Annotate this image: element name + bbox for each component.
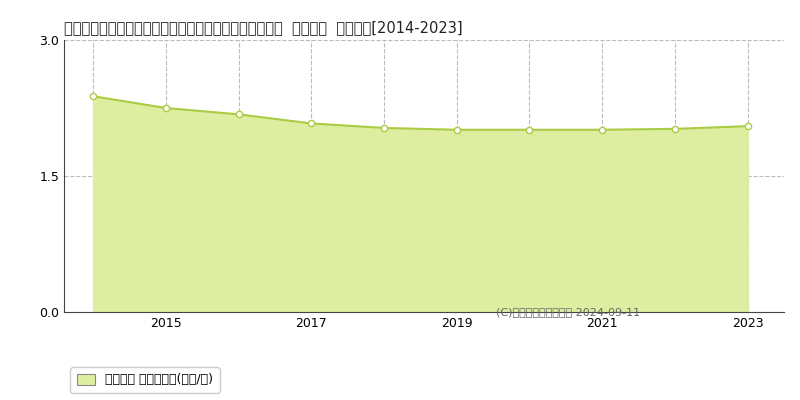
Text: 鹿児島県大島郡喜界町大字赤連字出金久２８４６番２内  地価公示  地価推移[2014-2023]: 鹿児島県大島郡喜界町大字赤連字出金久２８４６番２内 地価公示 地価推移[2014… [64, 20, 462, 35]
Text: (C)土地価格ドットコム 2024-09-11: (C)土地価格ドットコム 2024-09-11 [496, 308, 640, 318]
Legend: 地価公示 平均坊単価(万円/坊): 地価公示 平均坊単価(万円/坊) [70, 367, 219, 393]
